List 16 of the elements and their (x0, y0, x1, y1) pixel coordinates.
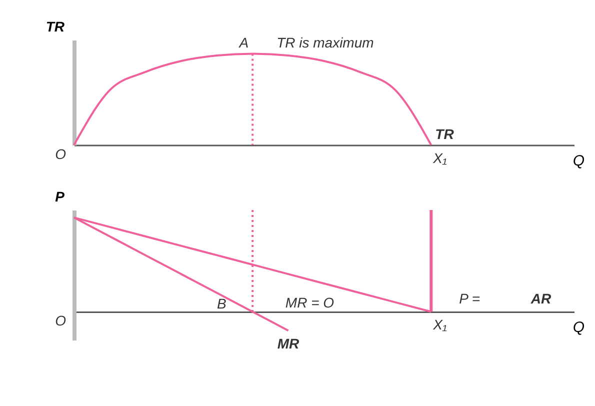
text: X₁ (432, 150, 448, 166)
annotation: B (216, 296, 226, 312)
y-axis-title: TR (46, 18, 66, 34)
text: A (238, 34, 249, 51)
text: AR (530, 290, 552, 307)
y-axis-title: P (55, 188, 66, 204)
annotation: P = (459, 290, 480, 307)
annotation: X₁ (432, 316, 448, 333)
series-label: MR (277, 336, 300, 352)
x-axis-title: Q (572, 152, 585, 170)
text: TR is maximum (276, 34, 374, 51)
series-label: TR (435, 126, 455, 142)
annotation: MR = O (285, 294, 334, 311)
x-axis-title: Q (572, 319, 585, 336)
text: O (55, 146, 66, 162)
text: O (55, 312, 66, 329)
